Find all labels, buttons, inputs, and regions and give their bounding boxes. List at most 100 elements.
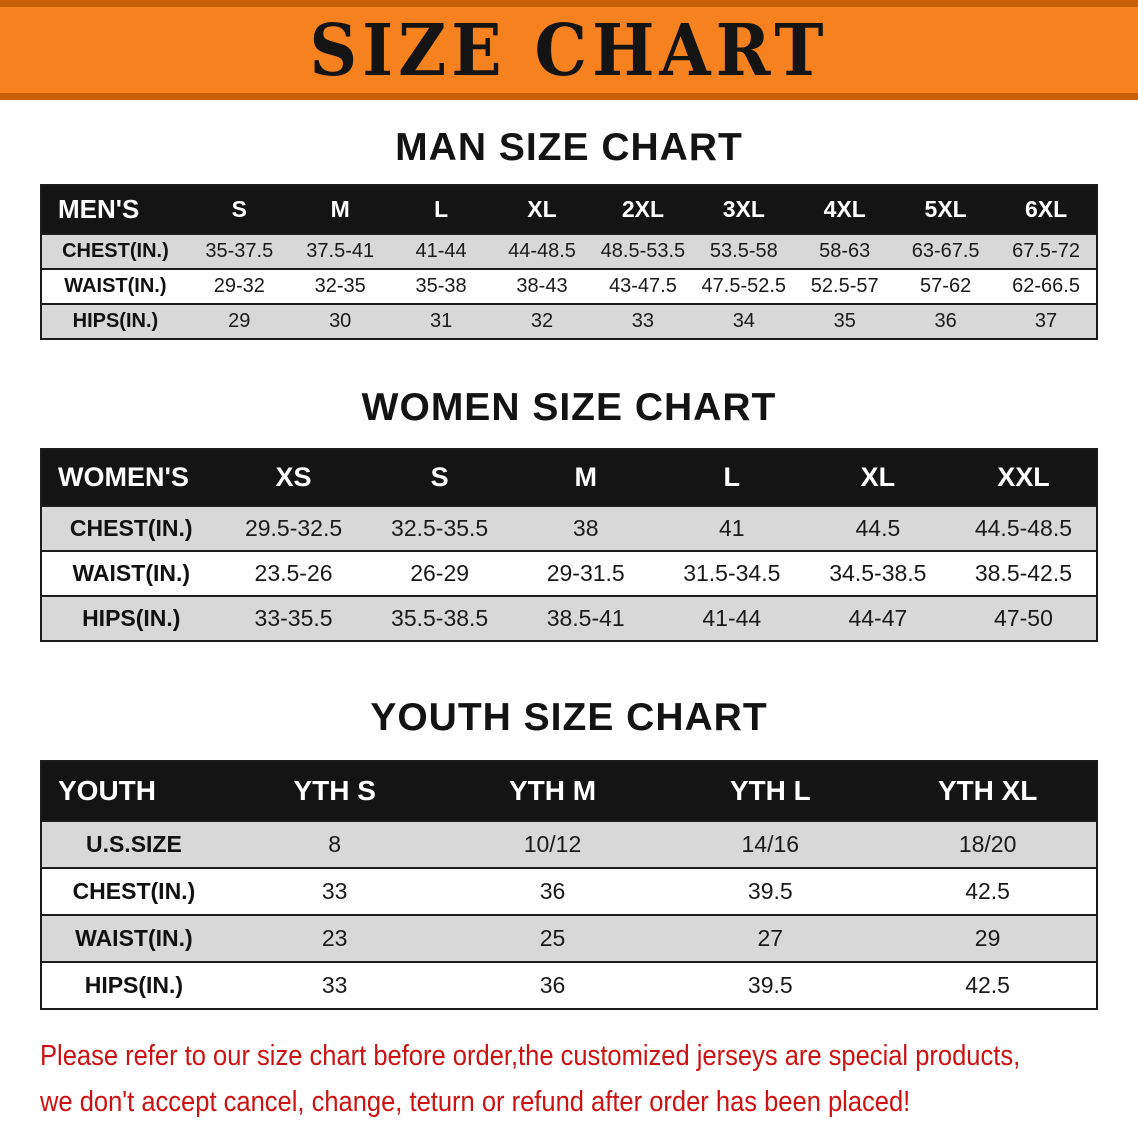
- women-section-heading: WOMEN SIZE CHART: [361, 386, 777, 429]
- table-title-cell: MEN'S: [41, 185, 189, 234]
- size-value-cell: 33-35.5: [254, 605, 333, 631]
- size-column-header: XL: [491, 185, 593, 234]
- row-label-cell: U.S.SIZE: [85, 831, 182, 857]
- size-value-cell: 41: [718, 515, 745, 541]
- row-label-cell: CHEST(IN.): [72, 878, 196, 904]
- row-label-cell: HIPS(IN.): [84, 972, 184, 998]
- size-value-cell: 41-44: [415, 240, 467, 262]
- size-value-cell: 29: [974, 925, 1001, 951]
- table-row: CHEST(IN.) 33 36 39.5 42.5: [41, 868, 1097, 915]
- size-value-cell: 44-48.5: [508, 240, 576, 262]
- size-value-cell: 35: [833, 310, 856, 332]
- table-title-cell: WOMEN'S: [41, 449, 221, 506]
- size-column-header: YTH S: [225, 761, 444, 821]
- table-row: WAIST(IN.) 29-32 32-35 35-38 38-43 43-47.5 47.…: [41, 269, 1097, 304]
- size-column-header: XXL: [950, 449, 1097, 506]
- table-row: HIPS(IN.) 33-35.5 35.5-38.5 38.5-41 41-44 44-…: [41, 596, 1097, 641]
- size-value-cell: 38.5-41: [546, 605, 625, 631]
- size-column-header: 4XL: [794, 185, 896, 234]
- size-value-cell: 29.5-32.5: [244, 515, 343, 541]
- row-label-cell: WAIST(IN.): [64, 275, 167, 297]
- disclaimer-line-2: we don't accept cancel, change, teturn o…: [40, 1085, 911, 1118]
- size-value-cell: 58-63: [819, 240, 871, 262]
- size-value-cell: 30: [329, 310, 352, 332]
- size-value-cell: 23.5-26: [254, 560, 333, 586]
- size-value-cell: 32: [530, 310, 554, 332]
- youth-section: YOUTH SIZE CHART YOUTH YTH S YTH M YTH L YTH…: [0, 696, 1138, 1010]
- size-value-cell: 47-50: [994, 605, 1053, 631]
- size-value-cell: 29-32: [213, 275, 265, 297]
- size-column-header: YTH L: [661, 761, 880, 821]
- table-row: HIPS(IN.) 33 36 39.5 42.5: [41, 962, 1097, 1009]
- men-section: MAN SIZE CHART MEN'S S M L XL 2XL 3XL 4XL 5XL 6XL…: [0, 126, 1138, 340]
- size-value-cell: 38.5-42.5: [974, 560, 1073, 586]
- table-row: CHEST(IN.) 35-37.5 37.5-41 41-44 44-48.5 48.5…: [41, 234, 1097, 269]
- size-column-header: L: [390, 185, 492, 234]
- size-column-header: XL: [804, 449, 951, 506]
- size-value-cell: 39.5: [747, 878, 793, 904]
- size-value-cell: 43-47.5: [608, 275, 677, 297]
- size-value-cell: 31: [429, 310, 453, 332]
- size-column-header: YTH M: [443, 761, 662, 821]
- men-size-table: MEN'S S M L XL 2XL 3XL 4XL 5XL 6XL CHEST(IN.) 35-37…: [40, 184, 1098, 340]
- row-label-cell: HIPS(IN.): [82, 605, 181, 631]
- size-value-cell: 32-35: [314, 275, 366, 297]
- size-column-header: M: [512, 449, 659, 506]
- size-column-header: YTH XL: [879, 761, 1097, 821]
- size-value-cell: 44.5-48.5: [974, 515, 1073, 541]
- row-label-cell: WAIST(IN.): [72, 560, 191, 586]
- table-title-cell: YOUTH: [41, 761, 226, 821]
- size-value-cell: 10/12: [523, 831, 582, 857]
- size-value-cell: 44-47: [848, 605, 908, 631]
- size-value-cell: 34.5-38.5: [829, 560, 927, 586]
- table-header-row: YOUTH YTH S YTH M YTH L YTH XL: [41, 761, 1097, 821]
- size-column-header: 2XL: [592, 185, 694, 234]
- table-row: WAIST(IN.) 23 25 27 29: [41, 915, 1097, 962]
- size-value-cell: 29-31.5: [546, 560, 625, 586]
- size-value-cell: 38-43: [516, 275, 568, 297]
- size-value-cell: 37.5-41: [306, 240, 375, 262]
- size-value-cell: 41-44: [702, 605, 762, 631]
- banner-title: SIZE CHART: [309, 7, 829, 93]
- size-column-header: 5XL: [895, 185, 997, 234]
- size-value-cell: 53.5-58: [709, 240, 778, 262]
- size-value-cell: 36: [934, 310, 957, 332]
- size-value-cell: 44.5: [855, 515, 901, 541]
- size-value-cell: 57-62: [920, 275, 972, 297]
- row-label-cell: CHEST(IN.): [69, 515, 193, 541]
- size-value-cell: 31.5-34.5: [683, 560, 781, 586]
- table-row: HIPS(IN.) 29 30 31 32 33 34 35 36 37: [41, 304, 1097, 339]
- size-value-cell: 35.5-38.5: [391, 605, 489, 631]
- youth-size-table: YOUTH YTH S YTH M YTH L YTH XL U.S.SIZE 8 10/12…: [40, 760, 1098, 1010]
- row-label-cell: HIPS(IN.): [72, 310, 159, 332]
- size-value-cell: 8: [328, 831, 342, 857]
- size-value-cell: 14/16: [741, 831, 800, 857]
- size-value-cell: 25: [539, 925, 566, 951]
- size-value-cell: 36: [539, 878, 566, 904]
- size-value-cell: 35-38: [415, 275, 467, 297]
- disclaimer-paragraph: Please refer to our size chart before or…: [40, 1038, 1138, 1076]
- size-value-cell: 39.5: [747, 972, 793, 998]
- size-value-cell: 38: [572, 515, 599, 541]
- table-header-row: MEN'S S M L XL 2XL 3XL 4XL 5XL 6XL: [41, 185, 1097, 234]
- size-value-cell: 33: [321, 972, 348, 998]
- size-value-cell: 32.5-35.5: [391, 515, 489, 541]
- women-size-table: WOMEN'S XS S M L XL XXL CHEST(IN.) 29.5-32.5 32.5…: [40, 448, 1098, 642]
- size-column-header: L: [658, 449, 805, 506]
- size-value-cell: 34: [732, 310, 755, 332]
- size-value-cell: 33: [631, 310, 655, 332]
- size-value-cell: 23: [321, 925, 348, 951]
- disclaimer: Please refer to our size chart before or…: [40, 1038, 1138, 1121]
- table-row: U.S.SIZE 8 10/12 14/16 18/20: [41, 821, 1097, 868]
- size-value-cell: 27: [757, 925, 784, 951]
- table-header-row: WOMEN'S XS S M L XL XXL: [41, 449, 1097, 506]
- row-label-cell: WAIST(IN.): [75, 925, 193, 951]
- table-row: WAIST(IN.) 23.5-26 26-29 29-31.5 31.5-34.5 34…: [41, 551, 1097, 596]
- youth-section-heading: YOUTH SIZE CHART: [370, 696, 768, 739]
- size-value-cell: 26-29: [410, 560, 470, 586]
- size-column-header: S: [366, 449, 513, 506]
- size-value-cell: 47.5-52.5: [701, 275, 787, 297]
- size-value-cell: 36: [539, 972, 566, 998]
- row-label-cell: CHEST(IN.): [62, 240, 169, 262]
